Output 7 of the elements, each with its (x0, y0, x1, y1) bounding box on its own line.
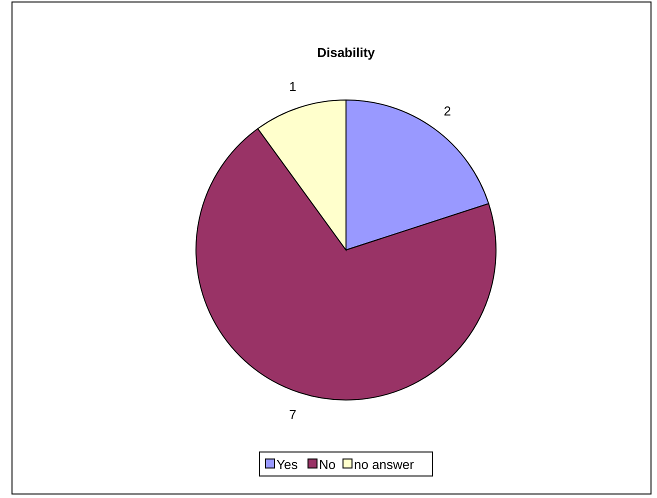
data-label: 2 (444, 103, 452, 118)
chart-title: Disability (317, 45, 376, 60)
legend-label: No (319, 457, 336, 472)
data-label: 1 (289, 78, 296, 94)
legend-label: no answer (354, 457, 415, 472)
legend-label: Yes (276, 457, 298, 472)
data-label: 7 (289, 407, 296, 422)
